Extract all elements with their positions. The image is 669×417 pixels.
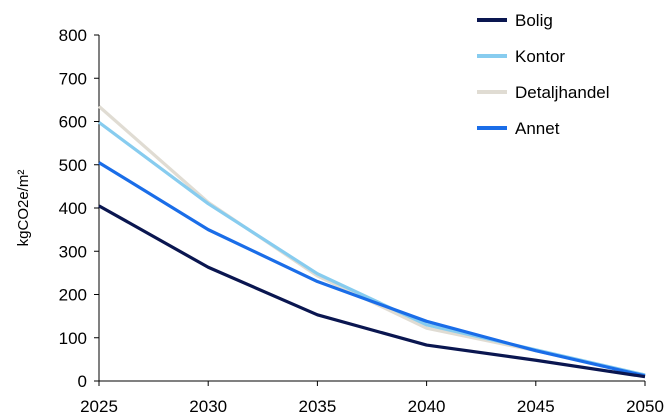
- series-line-annet: [99, 163, 645, 376]
- legend-label: Bolig: [515, 11, 553, 30]
- legend-label: Kontor: [515, 47, 565, 66]
- x-tick-label: 2045: [517, 397, 555, 416]
- x-tick-label: 2030: [189, 397, 227, 416]
- y-tick-label: 200: [59, 286, 87, 305]
- series-line-kontor: [99, 122, 645, 375]
- y-tick-label: 700: [59, 69, 87, 88]
- y-tick-label: 400: [59, 199, 87, 218]
- y-tick-label: 300: [59, 242, 87, 261]
- legend: Bolig Kontor Detaljhandel Annet: [477, 11, 610, 138]
- x-tick-label: 2025: [80, 397, 118, 416]
- series-line-bolig: [99, 206, 645, 377]
- legend-label: Annet: [515, 119, 560, 138]
- series-lines: [99, 106, 645, 376]
- y-axis-title: kgCO2e/m²: [15, 170, 32, 247]
- legend-label: Detaljhandel: [515, 83, 610, 102]
- x-tick-label: 2040: [408, 397, 446, 416]
- y-tick-label: 800: [59, 26, 87, 45]
- x-tick-label: 2035: [298, 397, 336, 416]
- x-tick-label: 2050: [626, 397, 664, 416]
- series-line-detaljhandel: [99, 106, 645, 375]
- y-tick-label: 100: [59, 329, 87, 348]
- y-tick-label: 0: [78, 372, 87, 391]
- y-tick-label: 500: [59, 156, 87, 175]
- y-tick-label: 600: [59, 113, 87, 132]
